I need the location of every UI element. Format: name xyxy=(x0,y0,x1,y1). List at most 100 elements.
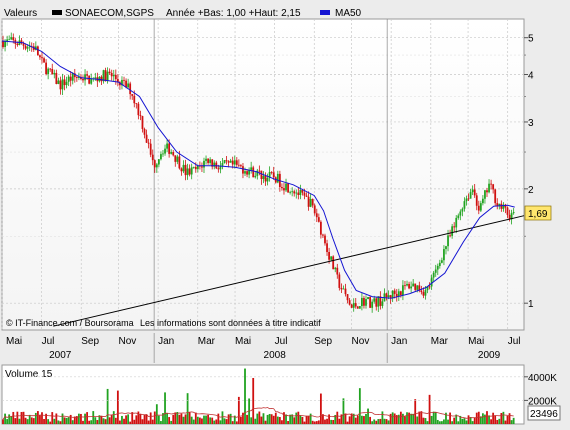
volume-bar xyxy=(381,411,384,424)
candle-body xyxy=(131,94,134,96)
candle-body xyxy=(289,191,292,193)
volume-bar xyxy=(354,417,357,424)
volume-bar xyxy=(92,411,95,424)
candle-body xyxy=(299,190,302,196)
volume-bar xyxy=(512,417,515,424)
volume-bar xyxy=(160,421,162,424)
candle-body xyxy=(12,37,15,41)
candle-body xyxy=(59,80,62,90)
candle-body xyxy=(24,45,27,49)
candle-body xyxy=(78,76,80,78)
volume-bar xyxy=(100,415,103,424)
candle-body xyxy=(354,303,357,307)
volume-bar xyxy=(41,412,43,424)
price-axis: 5 4 3 2 1 xyxy=(524,34,534,310)
candle-body xyxy=(135,103,138,105)
volume-bar xyxy=(246,414,248,424)
volume-bar xyxy=(430,415,433,424)
volume-bar xyxy=(440,421,443,424)
volume-bar xyxy=(123,418,125,424)
volume-bar xyxy=(16,411,19,424)
volume-bar xyxy=(477,411,480,424)
candle-body xyxy=(248,169,251,175)
volume-bar xyxy=(8,414,11,424)
volume-bar xyxy=(147,420,150,424)
candle-body xyxy=(184,164,187,176)
volume-bar xyxy=(39,415,41,424)
volume-bar xyxy=(358,388,361,424)
year-label: 2007 xyxy=(49,350,72,361)
volume-bar xyxy=(157,415,160,424)
candle-body xyxy=(262,175,265,180)
candle-body xyxy=(297,192,300,196)
candle-body xyxy=(149,143,152,155)
candle-body xyxy=(445,246,447,250)
price-candles xyxy=(2,32,515,313)
volume-bar xyxy=(500,412,503,424)
volume-bar xyxy=(498,418,501,424)
candle-body xyxy=(348,300,351,305)
volume-bar xyxy=(242,412,244,424)
candle-body xyxy=(250,167,253,170)
candle-body xyxy=(41,57,43,59)
volume-bar xyxy=(65,417,68,424)
candle-body xyxy=(393,290,396,294)
candle-body xyxy=(201,166,203,168)
candle-body xyxy=(36,46,39,56)
candle-body xyxy=(84,74,86,81)
candle-body xyxy=(34,46,37,50)
candle-body xyxy=(352,303,355,308)
candle-body xyxy=(510,213,513,220)
candle-body xyxy=(112,74,115,77)
volume-bar xyxy=(365,413,367,424)
candle-body xyxy=(311,198,314,206)
volume-bar xyxy=(389,413,392,424)
candle-body xyxy=(438,262,441,266)
candle-body xyxy=(28,46,31,48)
candle-body xyxy=(145,134,148,143)
candle-body xyxy=(301,190,304,193)
candle-body xyxy=(182,164,185,172)
volume-bar xyxy=(186,393,189,424)
volume-bar xyxy=(194,412,197,424)
volume-bar xyxy=(80,413,82,424)
candle-body xyxy=(358,306,361,309)
candle-body xyxy=(494,189,497,204)
volume-bar xyxy=(155,404,158,424)
candle-body xyxy=(315,213,318,218)
volume-bar xyxy=(119,420,121,424)
volume-bar xyxy=(162,413,164,424)
volume-bar xyxy=(174,412,177,424)
volume-bar xyxy=(104,419,107,424)
volume-ma-line xyxy=(2,407,514,420)
candle-body xyxy=(260,170,263,180)
volume-bar xyxy=(342,398,345,424)
candle-body xyxy=(225,160,228,162)
candle-body xyxy=(264,175,267,182)
volume-bar xyxy=(410,413,413,424)
volume-bar xyxy=(475,412,478,424)
candle-body xyxy=(168,143,171,154)
volume-bar xyxy=(143,414,146,424)
volume-bar xyxy=(469,417,472,424)
volume-bar xyxy=(51,412,54,424)
candle-body xyxy=(170,152,173,154)
candle-body xyxy=(365,299,367,306)
candle-body xyxy=(350,304,353,308)
candle-body xyxy=(457,215,460,218)
candle-body xyxy=(397,291,400,297)
candle-body xyxy=(506,207,509,215)
volume-bar xyxy=(32,418,35,424)
volume-bar xyxy=(344,413,347,424)
volume-bar xyxy=(303,421,306,424)
candle-body xyxy=(281,186,283,189)
month-label: Nov xyxy=(352,336,370,347)
candle-body xyxy=(432,272,435,278)
volume-bar xyxy=(30,417,33,424)
volume-bar xyxy=(45,413,47,424)
volume-bar xyxy=(289,414,292,424)
candle-body xyxy=(453,226,456,228)
candle-body xyxy=(63,79,66,86)
volume-bar xyxy=(192,419,195,424)
